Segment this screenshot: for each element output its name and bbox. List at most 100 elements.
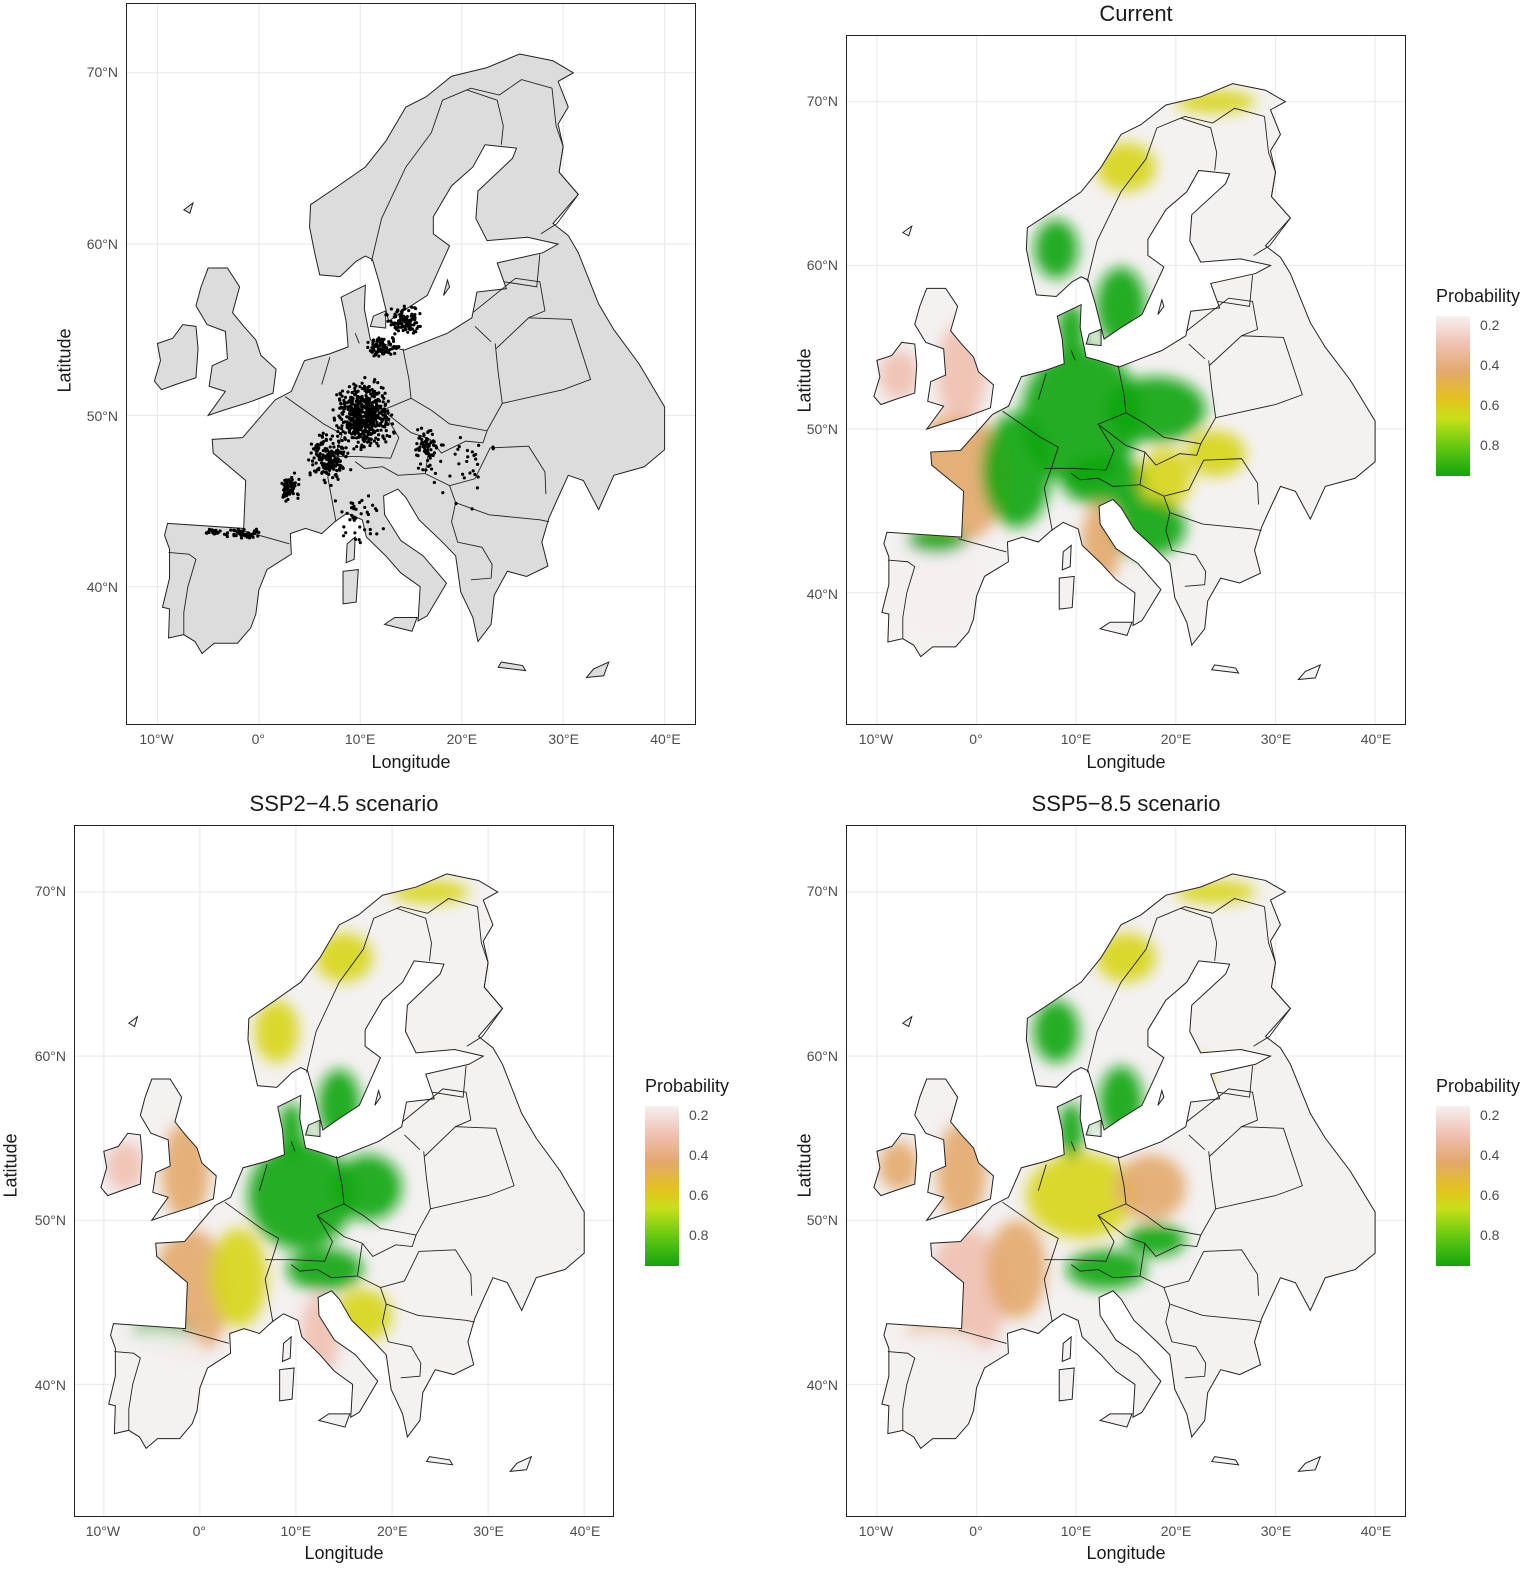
occurrence-point bbox=[410, 305, 414, 309]
occurrence-point bbox=[321, 431, 325, 435]
country-border-6 bbox=[1097, 423, 1202, 466]
land-gb bbox=[195, 268, 277, 416]
legend-tick-label: 0.6 bbox=[689, 1187, 709, 1203]
occurrence-point bbox=[330, 452, 335, 456]
occurrence-point bbox=[256, 534, 260, 538]
occurrence-point bbox=[382, 396, 386, 400]
occurrence-point bbox=[371, 428, 375, 433]
occurrence-point bbox=[343, 436, 347, 440]
occurrence-point bbox=[344, 446, 348, 450]
occurrence-point bbox=[341, 534, 346, 538]
coastline-seeland bbox=[1085, 328, 1102, 347]
occurrence-point bbox=[293, 484, 297, 488]
coastline-iceland_like bbox=[182, 201, 194, 214]
occurrence-point bbox=[385, 313, 389, 317]
occurrence-point bbox=[426, 430, 430, 434]
suitability-area-7 bbox=[1033, 1000, 1080, 1063]
occurrence-point bbox=[297, 477, 301, 481]
country-border-0 bbox=[958, 1329, 1007, 1344]
occurrence-point bbox=[366, 340, 370, 345]
occurrence-point bbox=[353, 424, 357, 428]
occurrence-point bbox=[363, 505, 367, 510]
occurrence-point bbox=[365, 510, 369, 514]
occurrence-point bbox=[409, 327, 414, 331]
x-tick-label: 20°E bbox=[1160, 1523, 1192, 1539]
y-axis-title: Latitude bbox=[794, 348, 815, 413]
occurrence-point bbox=[315, 442, 320, 447]
occurrence-point bbox=[394, 346, 398, 351]
map-occurrence bbox=[127, 4, 695, 724]
occurrence-point bbox=[382, 407, 387, 411]
coastline-corsica bbox=[345, 535, 356, 564]
coastline-seeland bbox=[304, 1119, 321, 1138]
occurrence-point bbox=[368, 532, 373, 536]
occurrence-point bbox=[314, 449, 318, 453]
legend-tick-label: 0.6 bbox=[1480, 397, 1500, 413]
country-border-0 bbox=[182, 1329, 229, 1344]
occurrence-point bbox=[357, 425, 361, 429]
coastline-sicily bbox=[1098, 621, 1133, 636]
occurrence-point bbox=[204, 531, 208, 535]
occurrence-point bbox=[323, 481, 327, 485]
country-border-16 bbox=[1253, 906, 1291, 1047]
occurrence-point bbox=[292, 471, 297, 475]
occurrence-point bbox=[470, 450, 474, 454]
occurrence-point bbox=[424, 451, 429, 456]
country-border-12 bbox=[430, 1126, 515, 1210]
country-border-6 bbox=[382, 409, 488, 454]
occurrence-point bbox=[423, 448, 427, 452]
land-sicily bbox=[1100, 1413, 1132, 1428]
suitability-area-6 bbox=[1139, 448, 1192, 508]
occurrence-point bbox=[348, 398, 353, 402]
suitability-area-4 bbox=[1066, 1249, 1146, 1290]
suitability-area-5 bbox=[1126, 1223, 1186, 1257]
country-border-3 bbox=[1070, 350, 1076, 361]
x-tick-label: 40°E bbox=[1360, 1523, 1392, 1539]
country-border-8 bbox=[1139, 1249, 1259, 1296]
country-border-2 bbox=[1037, 1164, 1047, 1191]
occurrence-point bbox=[207, 527, 212, 531]
legend-tick-label: 0.8 bbox=[1480, 437, 1500, 453]
legend-tick-label: 0.4 bbox=[1480, 1147, 1500, 1163]
country-border-17 bbox=[168, 551, 197, 635]
x-tick-label: 20°E bbox=[1160, 731, 1192, 747]
occurrence-point bbox=[377, 416, 381, 420]
occurrence-point bbox=[369, 349, 373, 353]
occurrence-point bbox=[386, 409, 390, 413]
country-border-3 bbox=[1070, 1141, 1076, 1152]
country-border-4 bbox=[327, 348, 412, 459]
occurrence-point bbox=[329, 483, 333, 488]
suitability-area-3 bbox=[1116, 1154, 1186, 1221]
occurrence-point bbox=[338, 459, 342, 463]
land-cyprus bbox=[586, 662, 609, 678]
map-current bbox=[847, 36, 1405, 724]
occurrence-point bbox=[473, 472, 477, 477]
occurrence-point bbox=[448, 474, 452, 478]
suitability-area-10 bbox=[161, 1121, 210, 1221]
occurrence-point bbox=[341, 451, 345, 455]
land-europe bbox=[162, 53, 665, 654]
coastline-crete bbox=[497, 661, 527, 672]
panel-occurrence: Latitude 70°N 60°N 50°N 40°N 10°W 0° 10°E 20°E… bbox=[0, 0, 760, 785]
legend-title: Probability bbox=[1436, 286, 1521, 306]
occurrence-point bbox=[344, 531, 348, 535]
legend-tick-label: 0.4 bbox=[1480, 357, 1500, 373]
occurrence-point bbox=[399, 325, 403, 330]
country-border-16 bbox=[1253, 116, 1291, 256]
occurrence-point bbox=[352, 506, 356, 510]
y-tick-label: 70°N bbox=[806, 882, 838, 899]
occurrence-point bbox=[360, 410, 364, 414]
x-axis-title: Longitude bbox=[371, 752, 451, 772]
occurrence-point bbox=[470, 507, 474, 511]
occurrence-point bbox=[374, 436, 378, 440]
coastline-ie bbox=[873, 341, 918, 406]
x-tick-label: 10°W bbox=[858, 731, 894, 747]
occurrence-point bbox=[391, 339, 396, 343]
country-border-17 bbox=[887, 1351, 916, 1431]
country-border-18 bbox=[432, 1065, 467, 1098]
occurrence-point bbox=[366, 419, 371, 424]
occurrence-point bbox=[309, 451, 313, 455]
occurrence-point bbox=[335, 393, 339, 397]
country-border-17 bbox=[887, 559, 916, 639]
occurrence-point bbox=[363, 436, 367, 441]
